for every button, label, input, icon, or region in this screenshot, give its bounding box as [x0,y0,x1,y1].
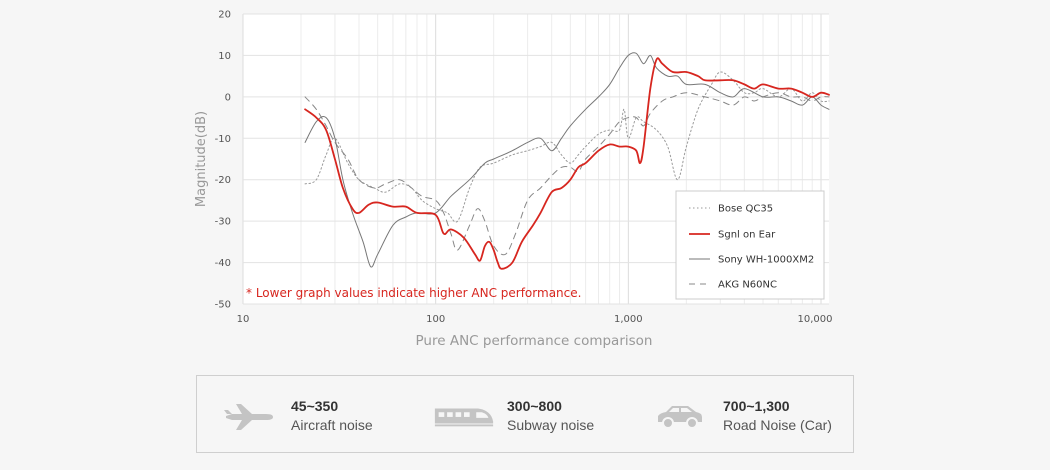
y-tick-label: -20 [215,175,231,186]
train-icon [433,396,495,436]
noise-label: Aircraft noise [291,417,373,433]
x-tick-label: 1,000 [614,314,643,325]
airplane-icon [217,396,279,436]
x-tick-label: 100 [426,314,445,325]
series-line-sgnl-on-ear [304,57,830,270]
noise-label: Road Noise (Car) [723,417,832,433]
noise-item-car: 700~1,300 Road Noise (Car) [649,394,832,438]
y-axis-label: Magnitude(dB) [194,111,209,207]
chart-caption: Pure ANC performance comparison [416,333,653,349]
y-tick-label: -50 [215,300,231,311]
noise-range: 45~350 [291,398,339,414]
series-line-bose-qc35 [304,71,830,223]
y-tick-label: 10 [218,51,231,62]
legend-box [675,190,825,300]
x-tick-label: 10,000 [798,314,833,325]
noise-frequency-panel: 45~350 Aircraft noise 300~800 Subway noi… [196,375,854,453]
legend-label: Sgnl on Ear [718,230,776,241]
y-tick-label: -10 [215,134,231,145]
series-line-akg-n60nc [304,92,830,256]
legend-label: AKG N60NC [718,280,777,291]
y-tick-label: -40 [215,258,231,269]
legend-label: Bose QC35 [718,204,773,215]
car-icon [649,396,711,436]
noise-item-subway: 300~800 Subway noise [433,394,594,438]
anc-chart: 20 10 0 -10 -20 -30 -40 -50 10 100 1,000 10,000 Mag… [194,10,833,350]
noise-label: Subway noise [507,417,595,433]
y-tick-label: 0 [225,92,231,103]
noise-range: 300~800 [507,398,562,414]
y-tick-label: -30 [215,217,231,228]
noise-item-aircraft: 45~350 Aircraft noise [217,394,373,438]
y-tick-label: 20 [218,10,231,21]
chart-legend: Bose QC35 Sgnl on Ear Sony WH-1000XM2 AKG N… [675,190,825,300]
x-tick-label: 10 [237,314,250,325]
legend-label: Sony WH-1000XM2 [718,255,814,266]
series-line-sony-wh-1000xm2 [304,52,830,268]
chart-annotation: * Lower graph values indicate higher ANC… [246,286,581,300]
noise-range: 700~1,300 [723,398,790,414]
